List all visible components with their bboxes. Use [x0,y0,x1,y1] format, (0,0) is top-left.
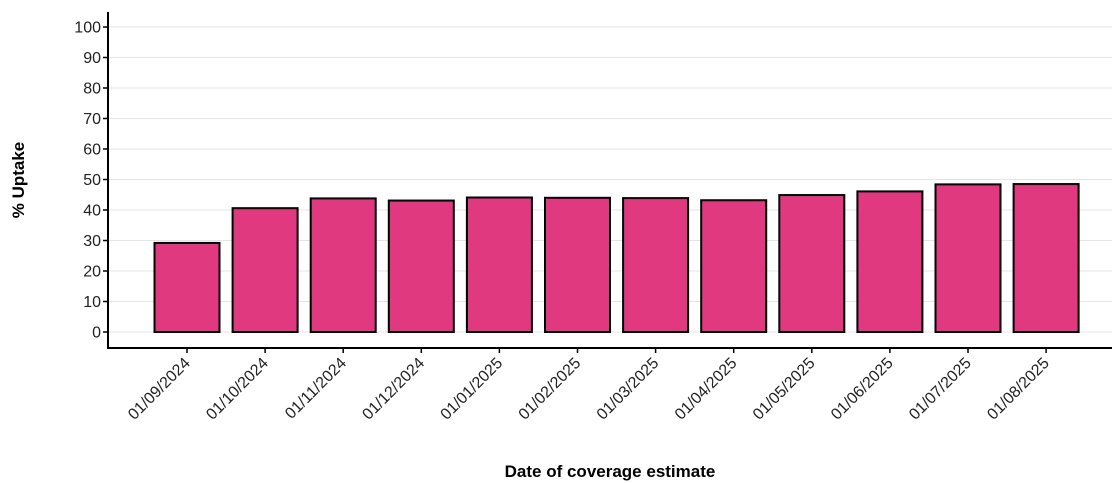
bar [778,194,846,333]
bar [544,196,611,333]
bar [231,207,299,333]
x-tick-label: 01/02/2025 [516,355,585,424]
x-tick-label: 01/12/2024 [359,355,428,424]
x-tick-label: 01/01/2025 [438,355,507,424]
y-tick-label: 0 [92,325,101,342]
x-tick-label: 01/10/2024 [203,355,272,424]
y-tick-label: 80 [83,81,101,98]
x-axis-title: Date of coverage estimate [505,462,716,481]
bar [700,199,768,333]
bar [1012,183,1080,333]
y-tick-label: 90 [83,50,101,67]
y-tick-label: 30 [83,233,101,250]
bars [153,183,1080,333]
bar [309,197,377,333]
x-tick-label: 01/04/2025 [672,355,741,424]
y-ticks: 0 10 20 30 40 50 60 70 80 90 100 [74,20,108,342]
y-tick-label: 60 [83,142,101,159]
bar [934,183,1002,333]
bar [856,190,924,333]
x-tick-label: 01/08/2025 [984,355,1053,424]
y-tick-label: 70 [83,111,101,128]
x-tick-label: 01/09/2024 [125,355,194,424]
bar [153,241,221,333]
y-axis-title: % Uptake [9,142,28,219]
y-tick-label: 50 [83,172,101,189]
x-tick-label: 01/11/2024 [282,355,350,423]
y-tick-label: 20 [83,264,101,281]
x-tick-label: 01/06/2025 [828,355,897,424]
y-tick-label: 40 [83,203,101,220]
y-tick-label: 100 [74,20,101,37]
x-tick-label: 01/07/2025 [906,355,975,424]
x-tick-label: 01/05/2025 [750,355,819,424]
y-tick-label: 10 [83,294,101,311]
bar [465,196,533,333]
x-tick-label: 01/03/2025 [594,355,663,424]
x-ticks: 01/09/2024 01/10/2024 01/11/2024 01/12/2024… [125,348,1053,423]
bar [622,197,690,333]
bar [387,199,455,333]
